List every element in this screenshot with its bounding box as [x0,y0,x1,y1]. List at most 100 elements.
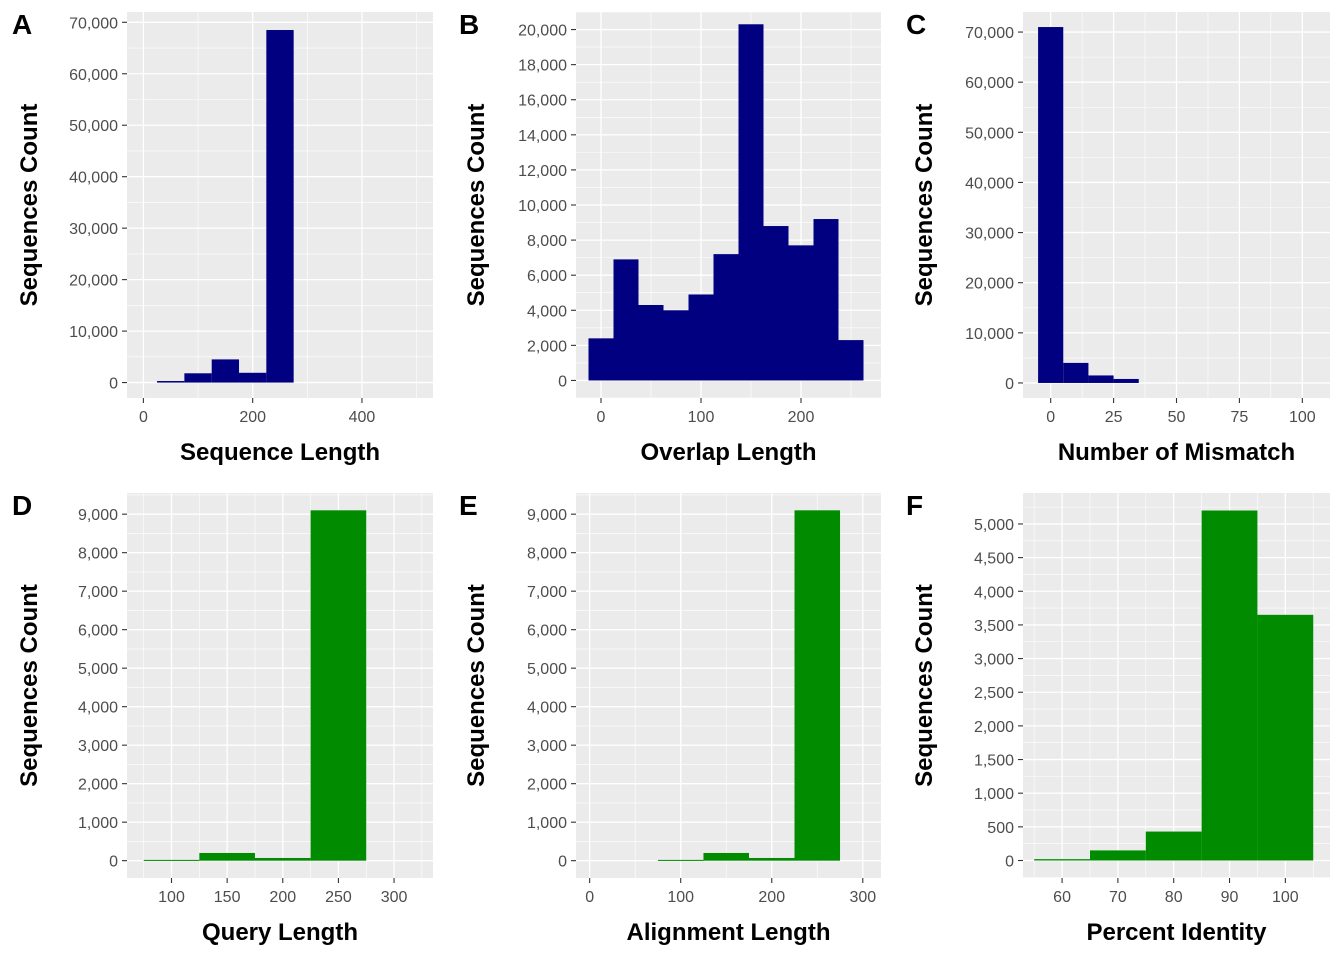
histogram-bar [211,359,240,383]
panel-tag: A [12,9,32,40]
y-tick-label: 4,000 [974,584,1014,601]
panel-d: 0 1,000 2,000 3,000 4,000 5,000 6,000 7,000 8,00… [12,490,433,946]
y-tick-label: 3,500 [974,618,1014,635]
histogram-bars [588,24,864,381]
y-tick-label: 500 [987,820,1014,837]
histogram-bar [143,859,200,861]
y-tick-label: 20,000 [518,23,567,40]
y-tick-label: 1,000 [974,786,1014,803]
y-tick-label: 50,000 [69,118,118,135]
x-tick-label: 200 [758,889,785,906]
x-axis-title: Overlap Length [640,439,816,466]
histogram-bar [688,294,714,381]
histogram-bar [184,373,212,383]
y-tick-label: 60,000 [69,67,118,84]
y-tick-label: 30,000 [965,226,1014,243]
x-axis-title: Sequence Length [180,439,380,466]
y-tick-label: 5,000 [974,517,1014,534]
x-tick-label: 90 [1221,889,1239,906]
panel-tag: D [12,490,32,521]
y-axis-title: Sequences Count [16,584,43,787]
y-tick-label: 70,000 [965,25,1014,42]
y-tick-label: 6,000 [527,268,567,285]
y-tick-label: 10,000 [518,198,567,215]
x-tick-label: 60 [1053,889,1071,906]
histogram-bar [1034,859,1090,861]
y-tick-label: 2,000 [974,719,1014,736]
panel-b: 0 2,000 4,000 6,000 8,000 10,000 12,000 14,000 1… [459,9,881,466]
y-tick-label: 3,000 [527,738,567,755]
histogram-bar [1201,510,1258,861]
x-tick-label: 100 [1272,889,1299,906]
y-tick-label: 0 [1005,854,1014,871]
histogram-bar [1038,27,1064,383]
y-tick-label: 7,000 [527,584,567,601]
y-axis-title: Sequences Count [463,584,490,787]
histogram-bar [199,852,255,861]
x-tick-label: 100 [688,409,715,426]
x-tick-label: 250 [325,889,352,906]
histogram-bar [738,24,764,381]
y-tick-label: 6,000 [78,623,118,640]
x-tick-label: 100 [158,889,185,906]
y-tick-label: 5,000 [527,661,567,678]
major-gridlines [127,493,433,878]
histogram-bar [1145,831,1202,861]
y-tick-label: 50,000 [965,125,1014,142]
y-tick-label: 60,000 [965,75,1014,92]
y-tick-label: 10,000 [965,326,1014,343]
y-tick-label: 14,000 [518,128,567,145]
x-tick-label: 50 [1168,409,1186,426]
panel-a: 0 10,000 20,000 30,000 40,000 50,000 60,000 70,… [12,9,433,466]
y-tick-label: 1,000 [78,815,118,832]
histogram-bar [1088,375,1114,383]
y-tick-label: 12,000 [518,163,567,180]
y-tick-label: 0 [1005,376,1014,393]
histogram-bar [1089,850,1146,861]
histogram-bar [266,30,294,383]
histogram-bars [657,510,841,861]
y-tick-label: 1,000 [527,815,567,832]
x-tick-label: 400 [349,409,376,426]
y-tick-label: 8,000 [527,546,567,563]
y-tick-label: 4,500 [974,551,1014,568]
histogram-bar [1063,362,1089,383]
x-tick-label: 200 [269,889,296,906]
y-tick-label: 2,500 [974,685,1014,702]
x-tick-label: 200 [239,409,266,426]
histogram-bar [748,857,795,861]
y-tick-label: 8,000 [527,233,567,250]
x-tick-label: 100 [1289,409,1316,426]
y-tick-label: 5,000 [78,661,118,678]
histogram-bar [763,226,789,381]
y-tick-label: 3,000 [974,652,1014,669]
x-axis-title: Number of Mismatch [1058,439,1295,466]
x-tick-label: 0 [139,409,148,426]
histogram-bar [310,510,367,861]
x-tick-label: 0 [597,409,606,426]
x-tick-label: 70 [1109,889,1127,906]
y-tick-label: 0 [558,854,567,871]
x-tick-label: 100 [667,889,694,906]
histogram-bar [239,372,267,383]
x-tick-label: 0 [1046,409,1055,426]
y-tick-label: 18,000 [518,58,567,75]
x-tick-label: 300 [849,889,876,906]
panel-tag: C [906,9,926,40]
y-tick-label: 30,000 [69,221,118,238]
panel-tag: E [459,490,478,521]
x-tick-label: 0 [585,889,594,906]
histogram-bar [813,219,839,381]
y-tick-label: 3,000 [78,738,118,755]
histogram-bars [1038,27,1139,383]
y-tick-label: 2,000 [78,777,118,794]
histogram-bar [663,310,689,381]
panel-e: 0 1,000 2,000 3,000 4,000 5,000 6,000 7,000 8,00… [459,490,881,946]
y-tick-label: 0 [109,376,118,393]
histogram-bar [638,305,664,381]
histogram-bar [838,340,864,381]
histogram-bar [1113,378,1139,383]
x-axis-title: Query Length [202,919,358,946]
y-axis-title: Sequences Count [463,104,490,307]
y-tick-label: 40,000 [965,175,1014,192]
